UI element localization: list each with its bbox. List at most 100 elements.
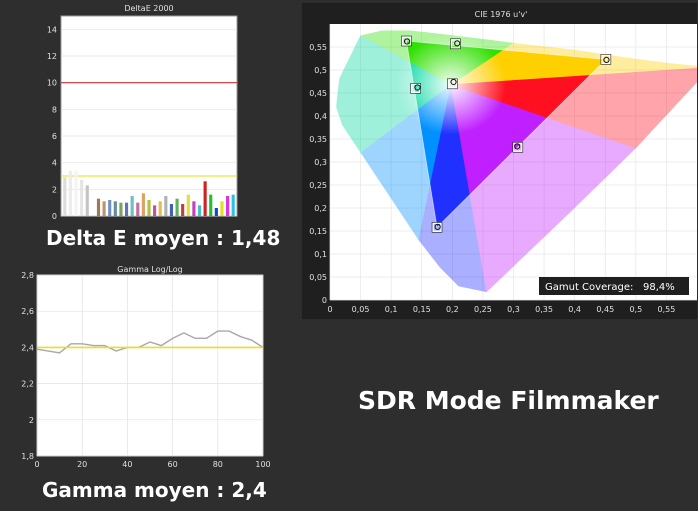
deltae-bar [186,194,190,216]
deltae-bar [175,198,179,216]
gamut-coverage-box [539,277,689,295]
gamma-title: Gamma Log/Log [117,265,182,274]
gamma-x-tick-label: 80 [213,460,223,469]
cie-y-tick-label: 0,35 [309,135,327,144]
cie-target-marker-outline [401,35,412,47]
cie-y-tick-label: 0 [322,296,327,305]
gamma-y-tick-label: 1,8 [21,452,34,461]
cie-x-tick-label: 0,35 [535,305,553,314]
deltae-y-tick-label: 2 [52,185,57,194]
gamma-x-tick-label: 20 [77,460,87,469]
cie-chart: CIE 1976 u'v' Gamut Coverage: 98,4% 0 0,0… [300,1,698,321]
deltae-bar [164,196,168,216]
deltae-bar [63,177,67,216]
deltae-bar [147,200,151,216]
deltae-y-tick-label: 10 [47,79,57,88]
gamma-y-tick-label: 2,6 [21,307,34,316]
gamma-plot-area [36,274,264,457]
gamma-chart: Gamma Log/Log 1,8 2 2,2 2,4 2,6 2,8 0 20 40 60 80 1… [0,262,275,477]
cie-target-marker-outline [450,38,461,50]
cie-target-marker [601,54,611,65]
cie-target-marker [401,36,412,46]
cie-measured-point [403,38,411,45]
deltae-bar [192,201,196,216]
deltae-bar [209,194,213,216]
gamma-y-tick-label: 2,8 [21,271,34,280]
cie-color-locus [336,30,697,293]
deltae-bar [220,201,224,216]
deltae-bar [136,202,140,216]
deltae-bar [85,185,89,216]
cie-x-tick-label: 0,1 [385,305,398,314]
deltae-plot-area [60,15,238,217]
cie-y-tick-label: 0,25 [309,181,327,190]
deltae-bar [68,170,72,216]
cie-target-marker-outline [431,222,443,233]
gamma-y-tick-label: 2 [29,416,34,425]
deltae-bar [141,193,145,216]
deltae-bar [130,196,134,216]
cie-chart-svg: CIE 1976 u'v' Gamut Coverage: 98,4% 0 0,0… [300,1,698,321]
deltae-bar [181,204,185,216]
deltae-bar [214,208,218,216]
cie-measured-point [450,78,457,86]
cie-y-tick-label: 0,3 [314,158,327,167]
deltae-chart: DeltaE 2000 0 2 4 6 8 10 12 14 [0,0,245,225]
cie-x-tick-label: 0 [327,305,332,314]
deltae-bar [119,202,123,216]
cie-y-tick-label: 0,1 [314,250,327,259]
cie-y-tick-label: 0,5 [314,66,327,75]
deltae-bar [226,196,230,216]
deltae-bar [80,180,84,216]
deltae-bar [102,201,106,216]
deltae-chart-svg: DeltaE 2000 0 2 4 6 8 10 12 14 [47,4,238,221]
cie-x-tick-label: 0,4 [568,305,581,314]
deltae-bar [158,201,162,216]
cie-y-tick-label: 0,2 [314,204,327,213]
deltae-bar [124,202,129,216]
deltae-y-tick-label: 4 [52,159,57,168]
gamma-x-tick-label: 100 [255,460,270,469]
deltae-bar [153,205,157,216]
cie-y-tick-label: 0,05 [309,273,327,282]
cie-target-marker-outline [512,141,524,153]
deltae-bar [203,181,207,216]
cie-y-tick-label: 0,55 [309,43,327,52]
deltae-bar [169,204,174,216]
deltae-title: DeltaE 2000 [124,4,173,13]
cie-y-tick-label: 0,45 [309,89,327,98]
gamma-y-tick-label: 2,2 [21,380,34,389]
cie-title: CIE 1976 u'v' [475,10,528,19]
cie-x-tick-label: 0,05 [352,305,370,314]
cie-x-tick-label: 0,5 [629,305,642,314]
cie-target-marker-outline [447,78,458,90]
deltae-y-tick-label: 14 [47,25,57,34]
cie-locus-dim-sector [336,35,452,154]
cie-measured-point [603,56,610,63]
gamma-average-caption: Gamma moyen : 2,4 [42,478,267,502]
deltae-y-tick-label: 8 [52,105,57,114]
deltae-bar [96,198,101,216]
gamma-x-tick-label: 60 [168,460,178,469]
cie-target-marker [432,222,442,233]
cie-y-tick-label: 0,15 [309,227,327,236]
deltae-y-tick-label: 12 [47,52,57,61]
cie-x-tick-label: 0,25 [474,305,492,314]
deltae-y-tick-label: 0 [52,212,57,221]
cie-y-tick-label: 0,4 [314,112,327,121]
cie-locus-bright-white-glow [406,41,506,135]
deltae-bar [197,205,202,216]
deltae-bar [74,170,78,216]
deltae-bar [113,201,117,216]
gamma-x-tick-label: 40 [122,460,132,469]
cie-measured-point [454,40,461,47]
cie-x-tick-label: 0,45 [596,305,614,314]
gamma-x-tick-label: 0 [34,460,39,469]
cie-target-marker-outline [600,54,612,65]
cie-x-tick-label: 0,2 [446,305,459,314]
cie-measured-point [514,143,521,150]
cie-target-marker [513,142,523,152]
cie-measured-point [434,223,441,230]
cie-x-tick-label: 0,15 [413,305,431,314]
gamma-chart-svg: Gamma Log/Log 1,8 2 2,2 2,4 2,6 2,8 0 20 40 60 80 1… [21,265,270,469]
